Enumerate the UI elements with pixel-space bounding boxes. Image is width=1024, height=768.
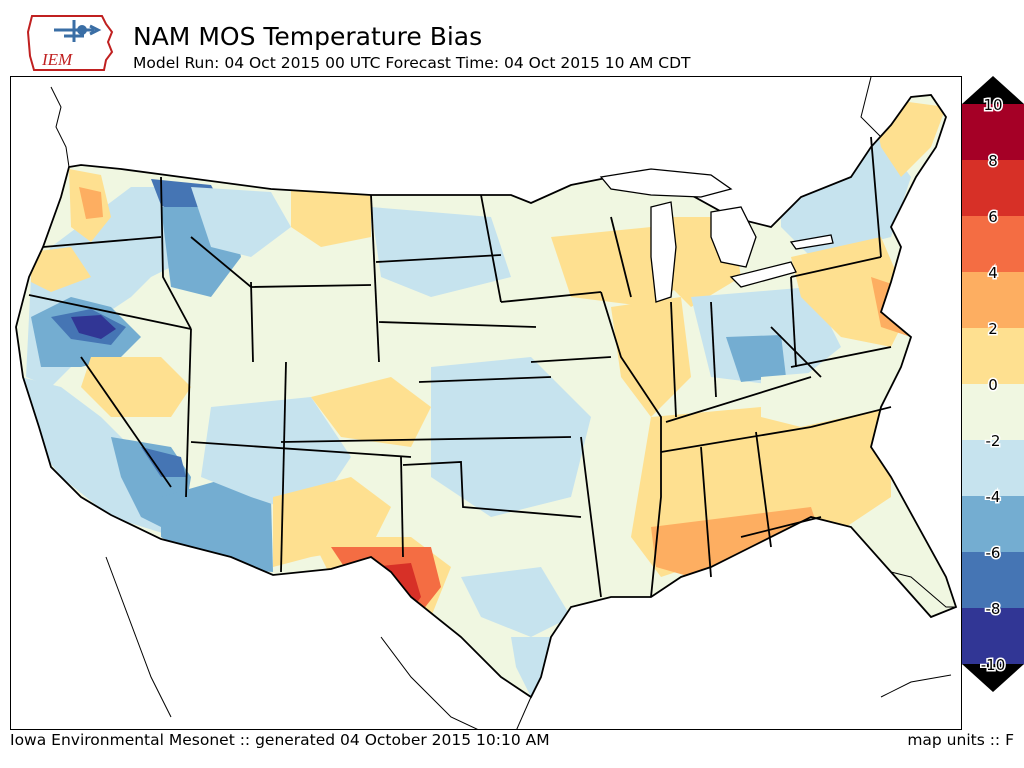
border-ut-co	[280, 361, 287, 573]
border-mississippi	[600, 291, 662, 598]
warmer-region-wa-coast	[79, 187, 103, 219]
border-tn-north	[665, 376, 812, 423]
border-nc-sc	[810, 406, 892, 428]
iem-logo: IEM	[24, 12, 124, 74]
bias-contours	[21, 97, 946, 697]
warmer-region-gulf	[651, 507, 821, 577]
mexico-coast-baja	[105, 556, 172, 718]
colorbar-segment	[962, 272, 1024, 329]
colorbar-tick-label: 10	[983, 96, 1002, 114]
very-hot-region-texas	[371, 563, 421, 622]
country-coastlines	[50, 77, 956, 729]
border-ne-ks	[378, 321, 537, 328]
border-sd-ne	[375, 254, 502, 263]
colorbar-tick-label: 0	[988, 376, 998, 394]
warm-region-colorado	[311, 377, 431, 447]
bias-map	[15, 77, 958, 729]
border-tn-south	[660, 426, 812, 453]
warm-region-illinois	[611, 297, 691, 417]
map-title: NAM MOS Temperature Bias	[133, 22, 483, 51]
colorbar-segment	[962, 104, 1024, 161]
border-al-ga	[755, 431, 772, 548]
light-cool-montana	[191, 187, 291, 257]
lake-ontario	[789, 234, 834, 250]
colorbar-segment	[962, 608, 1024, 665]
border-ok-tx	[280, 436, 572, 443]
mexico-coast-east	[516, 696, 532, 729]
lake-superior	[599, 168, 733, 198]
colorbar: 10 8 6 4 2 0 -2 -4 -6 -8 -10	[962, 76, 1024, 692]
lake-michigan	[650, 201, 677, 303]
mexico-coast-gulf	[380, 636, 478, 729]
colorbar-tick-label: 8	[988, 152, 998, 170]
border-ia-north	[500, 291, 602, 303]
map-panel	[10, 76, 962, 730]
colorbar-tick-label: 2	[988, 320, 998, 338]
border-wy-ut	[250, 281, 254, 363]
border-pa-ny	[790, 256, 882, 278]
border-il-in	[670, 301, 677, 418]
border-az-nm	[190, 441, 412, 458]
logo-text: IEM	[41, 50, 73, 69]
light-cool-plains	[431, 357, 591, 517]
hudson-bay-region	[860, 77, 882, 138]
border-wv-va	[770, 326, 822, 378]
border-wa-or	[42, 236, 162, 248]
canada-coast-north	[50, 86, 70, 168]
border-id-west	[160, 176, 192, 330]
colorbar-segment	[962, 328, 1024, 385]
wind-vane-icon	[54, 20, 102, 42]
lake-erie	[729, 261, 797, 288]
cuba-outline	[880, 674, 952, 698]
border-ga-fl	[740, 516, 822, 538]
colorbar-tick-label: -6	[986, 544, 1001, 562]
cold-region-socal	[141, 447, 186, 477]
border-in-oh	[710, 301, 717, 398]
colorbar-segment	[962, 496, 1024, 553]
border-ks-ok	[418, 376, 552, 383]
border-ia-mo	[530, 356, 612, 363]
border-ca-nv	[80, 356, 172, 488]
footer-units: map units :: F	[907, 731, 1014, 749]
border-tx-west	[400, 456, 404, 558]
border-wi-mi	[610, 216, 632, 298]
border-ms-al	[700, 446, 712, 578]
cool-region-kentucky	[726, 335, 786, 382]
header: IEM NAM MOS Temperature Bias Model Run: …	[0, 0, 1024, 76]
colorbar-segment	[962, 384, 1024, 441]
border-nv-ut	[185, 328, 192, 498]
border-ny-new-england	[870, 136, 882, 258]
map-subtitle: Model Run: 04 Oct 2015 00 UTC Forecast T…	[133, 54, 691, 72]
colorbar-over-arrow	[962, 76, 1024, 104]
very-cold-region-oregon	[71, 315, 116, 339]
colorbar-tick-label: -2	[986, 432, 1001, 450]
warm-region-nevada	[81, 357, 191, 417]
iowa-outline-icon	[26, 15, 114, 71]
colorbar-under-arrow	[962, 664, 1024, 692]
warm-region-oregon-coast	[31, 247, 91, 292]
great-lakes	[599, 168, 834, 303]
light-cool-texas-east	[461, 567, 571, 637]
footer-generated: Iowa Environmental Mesonet :: generated …	[10, 731, 550, 749]
hot-region-texas	[331, 547, 441, 625]
colorbar-tick-label: -10	[981, 656, 1006, 674]
colorbar-tick-label: 4	[988, 264, 998, 282]
florida-outline	[890, 571, 956, 608]
colorbar-tick-label: -8	[986, 600, 1001, 618]
border-mn-west	[480, 194, 502, 303]
border-tx-east	[580, 436, 602, 598]
light-cool-dakotas	[371, 207, 511, 297]
colorbar-segment	[962, 440, 1024, 497]
colorbar-segment	[962, 552, 1024, 609]
border-or-ca	[28, 294, 192, 330]
colorbar-segment	[962, 216, 1024, 273]
colorbar-tick-label: 6	[988, 208, 998, 226]
colorbar-tick-label: -4	[986, 488, 1001, 506]
lake-huron	[710, 206, 757, 268]
border-nd-sd	[370, 194, 380, 363]
warm-region-montana	[291, 187, 371, 247]
border-tx-north	[402, 461, 582, 518]
colorbar-segment	[962, 160, 1024, 217]
